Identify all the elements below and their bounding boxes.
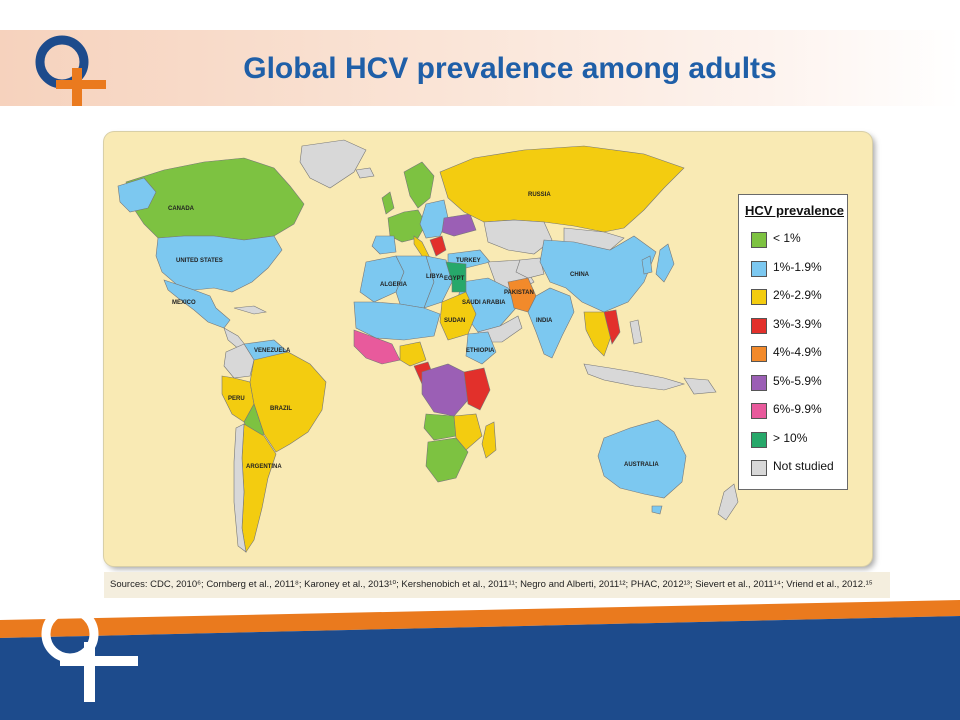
legend-label: > 10% xyxy=(773,430,808,445)
label-argentina: ARGENTINA xyxy=(246,464,282,470)
header-band xyxy=(0,30,960,106)
legend-item: 5%-5.9% xyxy=(751,374,847,392)
label-sudan: SUDAN xyxy=(444,318,465,324)
world-map-canvas: CANADA UNITED STATES MEXICO VENEZUELA BR… xyxy=(117,139,739,553)
country-scandinavia xyxy=(403,161,435,209)
label-china: CHINA xyxy=(570,272,590,278)
legend-label: < 1% xyxy=(773,231,801,245)
country-iceland xyxy=(355,167,375,179)
country-egypt xyxy=(445,261,467,293)
country-west-africa xyxy=(353,329,401,365)
country-korea xyxy=(641,255,653,275)
country-sahel xyxy=(353,301,441,341)
legend-label: 2%-2.9% xyxy=(773,288,822,302)
country-papua xyxy=(683,377,717,395)
label-united-states: UNITED STATES xyxy=(176,258,223,264)
country-ukraine xyxy=(441,213,477,237)
country-madagascar xyxy=(481,421,497,459)
legend-item: < 1% xyxy=(751,231,847,249)
country-ethiopia xyxy=(465,331,497,365)
country-chile xyxy=(233,423,247,553)
legend-swatch xyxy=(751,403,767,419)
legend-item: 3%-3.9% xyxy=(751,317,847,335)
label-india: INDIA xyxy=(536,318,553,324)
legend-swatch xyxy=(751,431,767,448)
label-ethiopia: ETHIOPIA xyxy=(466,348,495,354)
legend-item: 4%-4.9% xyxy=(751,345,847,363)
country-italy xyxy=(413,235,431,259)
label-pakistan: PAKISTAN xyxy=(504,290,534,296)
legend-swatch xyxy=(751,289,767,305)
legend-swatch xyxy=(751,232,767,248)
country-united-states xyxy=(155,235,283,293)
logo-icon xyxy=(35,35,106,106)
label-brazil: BRAZIL xyxy=(270,406,292,412)
country-cuba xyxy=(233,305,267,315)
page-title: Global HCV prevalence among adults xyxy=(243,52,777,85)
country-angola xyxy=(423,413,457,441)
label-algeria: ALGERIA xyxy=(380,282,408,288)
country-iberia xyxy=(371,235,397,255)
country-japan xyxy=(655,243,675,283)
legend-swatch xyxy=(751,260,767,277)
legend-item: 2%-2.9% xyxy=(751,288,847,306)
country-brazil xyxy=(249,351,327,453)
country-southern-africa-east xyxy=(453,413,483,451)
country-tasmania xyxy=(651,505,663,515)
label-australia: AUSTRALIA xyxy=(624,462,659,468)
legend-swatch xyxy=(751,374,767,391)
sources-citation: Sources: CDC, 2010⁶; Cornberg et al., 20… xyxy=(104,572,890,598)
country-russia xyxy=(439,145,685,233)
footer-banner xyxy=(0,600,960,720)
legend-label: 4%-4.9% xyxy=(773,345,822,359)
country-india xyxy=(527,287,575,359)
country-central-africa xyxy=(421,363,469,417)
world-map: CANADA UNITED STATES MEXICO VENEZUELA BR… xyxy=(104,132,872,566)
legend-item: Not studied xyxy=(751,459,847,477)
label-libya: LIBYA xyxy=(426,274,444,280)
country-australia xyxy=(597,419,687,499)
country-kazakhstan xyxy=(483,219,553,255)
legend-swatch xyxy=(751,346,767,362)
country-alaska xyxy=(117,177,157,213)
country-canada xyxy=(125,157,305,241)
label-peru: PERU xyxy=(228,396,245,402)
legend: HCV prevalence < 1% 1%-1.9% 2%-2.9% 3%-3.9%… xyxy=(738,194,848,490)
legend-label: 1%-1.9% xyxy=(773,259,822,274)
legend-title: HCV prevalence xyxy=(745,203,844,218)
footer-logo-icon xyxy=(41,605,138,702)
country-vietnam xyxy=(603,309,621,345)
label-russia: RUSSIA xyxy=(528,192,551,198)
country-south-africa xyxy=(425,437,469,483)
country-new-zealand xyxy=(717,483,739,521)
country-colombia xyxy=(223,343,255,379)
label-egypt: EGYPT xyxy=(444,276,465,282)
legend-swatch xyxy=(751,460,767,476)
legend-label: 3%-3.9% xyxy=(773,316,822,331)
legend-label: Not studied xyxy=(773,459,834,473)
legend-item: > 10% xyxy=(751,431,847,449)
country-greenland xyxy=(299,139,367,189)
label-saudi-arabia: SAUDI ARABIA xyxy=(462,300,506,306)
country-eastern-europe xyxy=(419,199,449,239)
country-indonesia xyxy=(583,363,686,391)
legend-label: 6%-9.9% xyxy=(773,402,822,416)
country-philippines xyxy=(629,319,643,345)
label-venezuela: VENEZUELA xyxy=(254,348,291,354)
label-turkey: TURKEY xyxy=(456,258,481,264)
country-east-africa xyxy=(463,367,491,411)
country-afghanistan xyxy=(515,257,545,279)
country-china xyxy=(539,235,657,313)
country-nigeria xyxy=(399,341,427,367)
country-balkans xyxy=(429,235,447,257)
legend-item: 1%-1.9% xyxy=(751,260,847,278)
label-mexico: MEXICO xyxy=(172,300,196,306)
legend-label: 5%-5.9% xyxy=(773,373,822,388)
country-uk xyxy=(381,191,395,215)
label-canada: CANADA xyxy=(168,206,195,212)
legend-item: 6%-9.9% xyxy=(751,402,847,420)
legend-swatch xyxy=(751,317,767,334)
